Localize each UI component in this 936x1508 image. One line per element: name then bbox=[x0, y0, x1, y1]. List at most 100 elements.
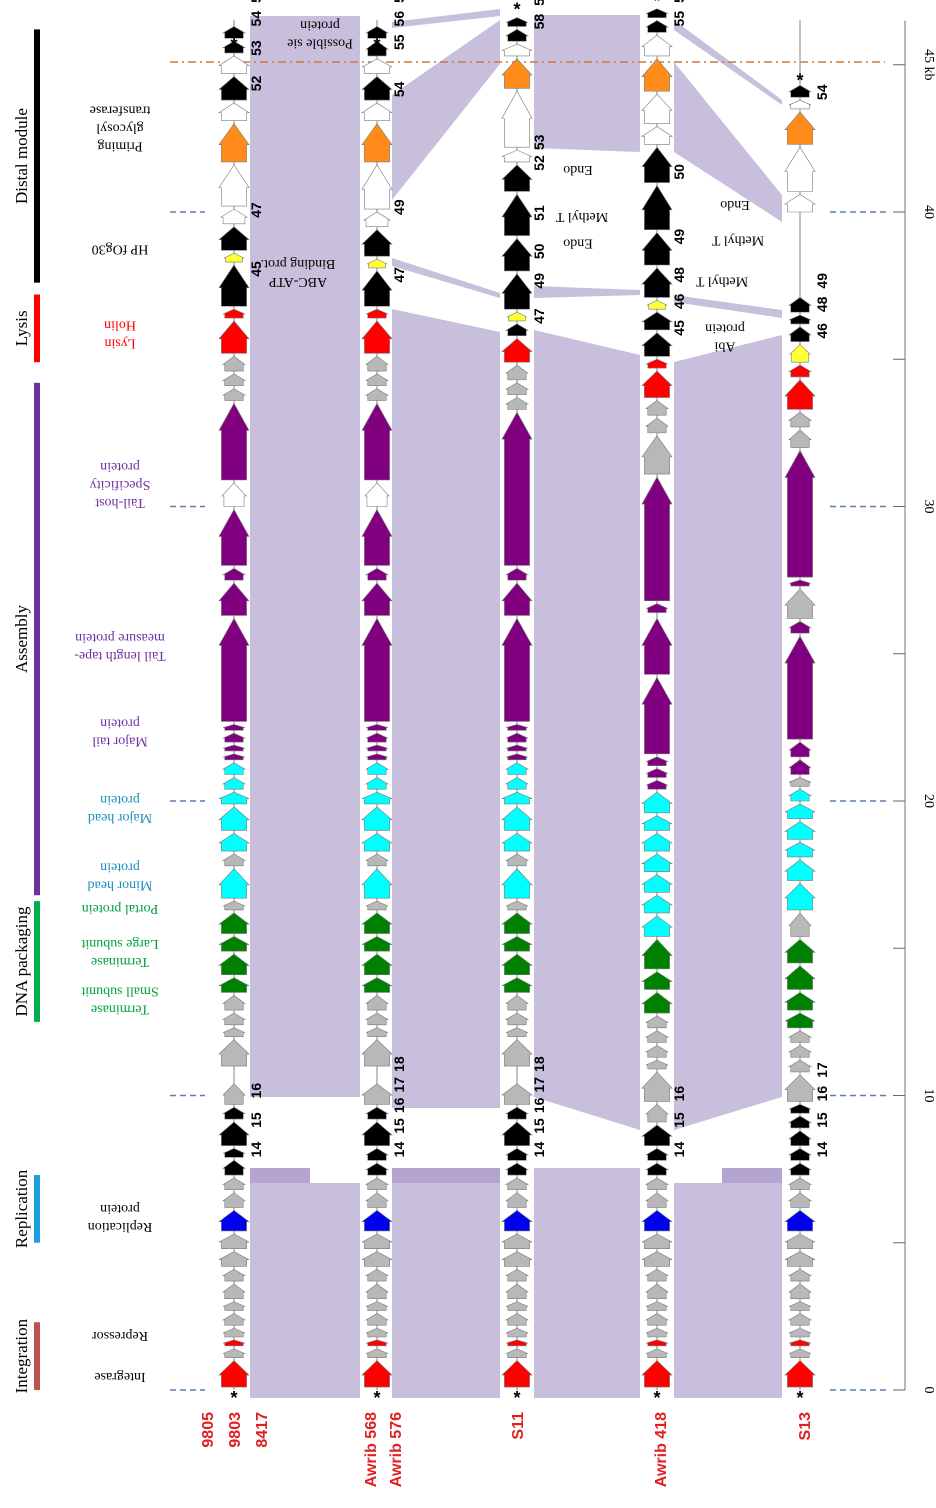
gene-arrow bbox=[645, 1327, 669, 1338]
gene-arrow bbox=[218, 76, 250, 101]
homology-blocks bbox=[250, 9, 782, 1398]
gene-arrow bbox=[788, 777, 812, 787]
gene-arrow bbox=[501, 953, 533, 976]
gene-arrow bbox=[505, 744, 529, 752]
gene-annotation: Minor head protein bbox=[88, 860, 153, 893]
gene-arrow bbox=[645, 768, 669, 778]
gene-arrow bbox=[787, 1059, 813, 1073]
gene-arrow bbox=[788, 314, 812, 325]
gene-arrow bbox=[504, 1148, 530, 1161]
module-bars: Integration Replication DNA packaging Assem… bbox=[12, 29, 40, 1393]
gene-arrow bbox=[360, 102, 394, 122]
gene-arrow bbox=[361, 1121, 393, 1146]
gene-arrow bbox=[640, 971, 674, 990]
gene-arrow bbox=[361, 123, 393, 163]
gene-arrow bbox=[223, 252, 245, 263]
gene-arrow bbox=[364, 1177, 390, 1191]
gene-number: 15 bbox=[391, 1118, 407, 1134]
gene-arrow bbox=[361, 229, 393, 257]
gene-arrow bbox=[641, 1233, 673, 1249]
annotation-line: Binding prot. bbox=[261, 256, 336, 271]
gene-annotation-inner: Endo bbox=[563, 235, 593, 250]
gene-arrow bbox=[365, 1027, 389, 1037]
gene-arrow bbox=[640, 126, 674, 145]
gene-arrow bbox=[644, 1268, 670, 1282]
gene-arrow bbox=[504, 853, 530, 867]
gene-arrow bbox=[221, 1177, 247, 1191]
gene-arrow bbox=[504, 1012, 530, 1026]
gene-arrow bbox=[644, 1177, 670, 1191]
gene-number: 54 bbox=[248, 11, 264, 27]
gene-arrow bbox=[501, 1360, 533, 1388]
gene-arrow bbox=[788, 297, 812, 313]
gene-arrow bbox=[361, 868, 393, 899]
gene-arrow bbox=[641, 435, 673, 475]
gene-arrow bbox=[787, 1148, 813, 1161]
gene-number: 53 bbox=[531, 134, 547, 150]
gene-arrow bbox=[787, 85, 813, 98]
gene-arrow bbox=[361, 912, 393, 934]
axis-tick-label: 10 bbox=[921, 1089, 936, 1103]
gene-arrow bbox=[504, 29, 530, 42]
strain-label: S11 bbox=[510, 1412, 527, 1440]
gene-arrow bbox=[784, 449, 816, 578]
gene-arrow bbox=[361, 977, 393, 993]
gene-arrow bbox=[788, 1348, 812, 1358]
gene-arrow bbox=[788, 1339, 812, 1347]
gene-arrow bbox=[641, 93, 673, 124]
gene-arrow bbox=[788, 411, 812, 428]
gene-number: 15 bbox=[531, 1118, 547, 1134]
gene-arrow bbox=[504, 777, 530, 790]
gene-arrow bbox=[645, 417, 669, 434]
annotation-line: Holin bbox=[104, 318, 136, 333]
gene-arrow bbox=[645, 1301, 669, 1311]
gene-arrow bbox=[784, 859, 816, 881]
gene-arrow bbox=[505, 724, 529, 731]
gene-arrow bbox=[645, 1192, 669, 1208]
gene-numbers: * * * * * * * * * * 14 15 16 45 47 52 53 54 55 14 15 16 17 18 47… bbox=[230, 0, 830, 1408]
gene-arrow bbox=[501, 90, 533, 148]
homology-block bbox=[534, 286, 640, 298]
gene-arrow bbox=[789, 344, 811, 363]
gene-number: 16 bbox=[391, 1097, 407, 1113]
gene-arrow bbox=[644, 1162, 670, 1176]
gene-arrow bbox=[221, 482, 247, 507]
annotation-line: Abi bbox=[714, 339, 735, 354]
gene-arrow bbox=[645, 1059, 669, 1070]
gene-annotation-inner: Methyl T bbox=[695, 274, 748, 289]
module-label: Replication bbox=[12, 1169, 31, 1248]
annotation-line: Methyl T bbox=[695, 274, 748, 289]
annotation-line: Large subunit bbox=[81, 936, 158, 951]
gene-arrow bbox=[783, 992, 817, 1011]
gene-arrow bbox=[361, 320, 393, 354]
kb-axis: 0 10 20 30 40 45 kb bbox=[893, 20, 936, 1394]
gene-arrow bbox=[644, 1030, 670, 1043]
start-asterisk: * bbox=[653, 1388, 660, 1408]
gene-arrow bbox=[505, 900, 529, 911]
gene-number: 18 bbox=[531, 1056, 547, 1072]
annotation-line: Lysin bbox=[104, 336, 135, 351]
homology-block bbox=[722, 1168, 782, 1183]
gene-arrow bbox=[641, 915, 673, 937]
gene-arrow bbox=[505, 732, 529, 743]
gene-arrow bbox=[784, 588, 816, 619]
homology-block bbox=[250, 1168, 310, 1183]
gene-arrow bbox=[222, 994, 246, 1011]
gene-arrow bbox=[501, 193, 533, 236]
guide-lines bbox=[170, 61, 890, 1391]
gene-arrow bbox=[218, 1209, 250, 1232]
gene-arrow bbox=[788, 579, 812, 587]
gene-arrow bbox=[218, 868, 250, 899]
gene-arrow bbox=[784, 379, 816, 410]
gene-arrow bbox=[501, 1083, 533, 1105]
gene-arrow bbox=[784, 1012, 816, 1029]
gene-arrow bbox=[361, 617, 393, 722]
gene-number: 57 bbox=[391, 0, 407, 3]
module-bar bbox=[34, 382, 40, 896]
gene-annotation: HP fOg30 bbox=[92, 241, 149, 256]
gene-arrow bbox=[218, 402, 250, 481]
gene-arrow bbox=[361, 270, 393, 307]
gene-number: 56 bbox=[391, 11, 407, 27]
gene-arrow bbox=[218, 226, 250, 251]
gene-arrow bbox=[788, 99, 812, 110]
